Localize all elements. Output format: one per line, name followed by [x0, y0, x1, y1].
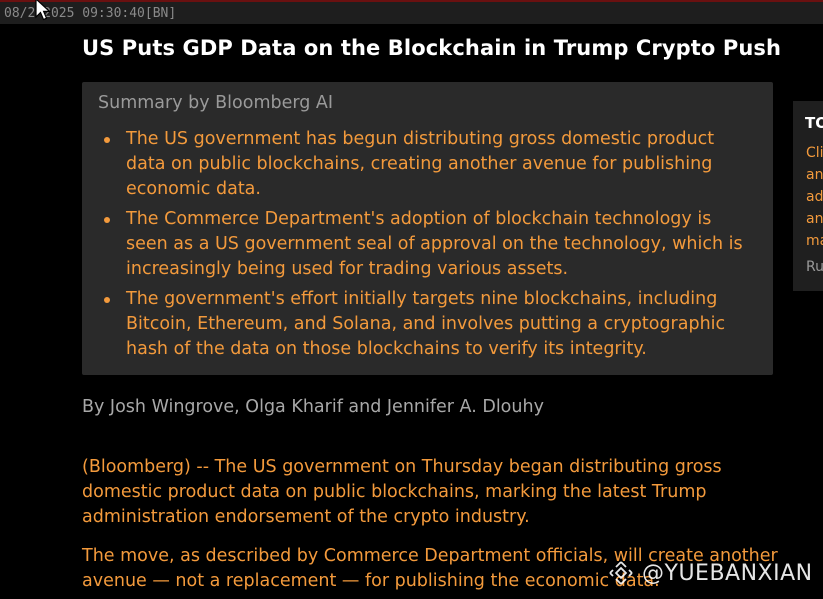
side-panel-line[interactable]: an [806, 167, 823, 183]
summary-list: The US government has begun distributing… [104, 127, 754, 367]
side-panel-footer: Ru [806, 259, 823, 275]
ai-summary-box: Summary by Bloomberg AI The US governmen… [82, 82, 773, 375]
side-panel-text[interactable]: Cli an ad an ma [806, 142, 823, 252]
bullet-icon [104, 217, 110, 223]
article-paragraph: (Bloomberg) -- The US government on Thur… [82, 457, 722, 527]
story-timestamp: 08/2 2025 09:30:40[BN] [4, 6, 177, 21]
article-byline: By Josh Wingrove, Olga Kharif and Jennif… [82, 397, 544, 417]
binance-logo-icon [609, 561, 633, 585]
side-panel-line[interactable]: ad [806, 189, 823, 205]
article-headline: US Puts GDP Data on the Blockchain in Tr… [82, 36, 782, 60]
summary-item: The Commerce Department's adoption of bl… [104, 207, 754, 282]
summary-item: The US government has begun distributing… [104, 127, 754, 202]
summary-item-text: The Commerce Department's adoption of bl… [126, 209, 743, 279]
bullet-icon [104, 137, 110, 143]
top-status-bar: 08/2 2025 09:30:40[BN] [0, 0, 823, 24]
bullet-icon [104, 297, 110, 303]
article-paragraph: The move, as described by Commerce Depar… [82, 546, 778, 591]
summary-item: The government's effort initially target… [104, 287, 754, 362]
side-panel-line[interactable]: Cli [806, 145, 823, 161]
side-panel-line[interactable]: ma [806, 233, 823, 249]
watermark: @YUEBANXIAN [608, 556, 813, 590]
summary-item-text: The government's effort initially target… [126, 289, 726, 359]
summary-item-text: The US government has begun distributing… [126, 129, 715, 199]
summary-title: Summary by Bloomberg AI [98, 93, 334, 113]
side-panel-heading: TO [805, 114, 823, 132]
side-panel[interactable]: TO Cli an ad an ma Ru [793, 101, 823, 291]
side-panel-line[interactable]: an [806, 211, 823, 227]
watermark-text: @YUEBANXIAN [642, 560, 813, 586]
mouse-cursor-icon [35, 0, 52, 21]
